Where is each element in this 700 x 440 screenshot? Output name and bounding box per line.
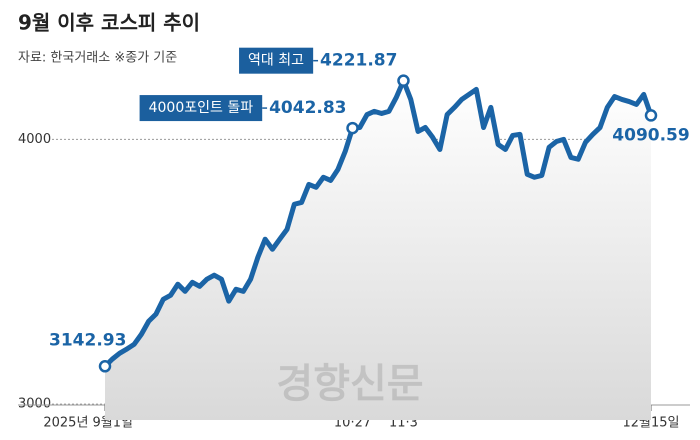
- point-marker: [346, 121, 359, 135]
- value-label: 4090.59: [612, 125, 689, 145]
- callout-box: [239, 47, 314, 74]
- value-label: 3142.93: [49, 330, 126, 350]
- plot: 3142.93 4042.83 4000포인트 돌파 4221.87 역대 최고 4090…: [49, 47, 690, 421]
- callout: 4000포인트 돌파: [139, 95, 268, 122]
- point-marker: [98, 360, 112, 373]
- point-marker: [397, 74, 410, 87]
- callout-box: [139, 95, 263, 122]
- y-tick-label: 3000: [18, 397, 51, 412]
- value-label: 4221.87: [320, 51, 397, 71]
- chart-title: 9월 이후 코스피 추이: [18, 11, 200, 35]
- callout-label: 4000포인트 돌파: [149, 100, 254, 116]
- area: [105, 80, 651, 421]
- point-marker: [644, 109, 658, 122]
- callout: 역대 최고: [239, 47, 319, 74]
- watermark: 경향신문: [276, 361, 423, 407]
- callout-label: 역대 최고: [248, 53, 304, 69]
- value-label: 4042.83: [269, 98, 346, 118]
- y-tick-label: 4000: [18, 132, 51, 147]
- line: [102, 78, 654, 369]
- chart-subtitle: 자료: 한국거래소 ※종가 기준: [18, 51, 177, 66]
